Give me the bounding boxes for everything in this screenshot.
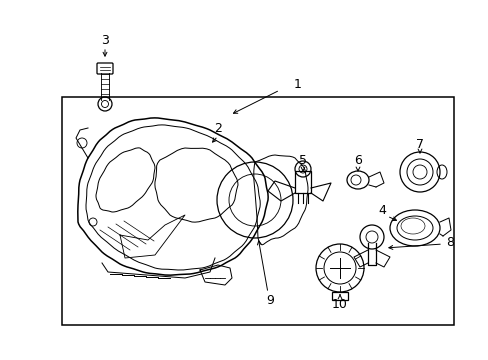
- Text: 7: 7: [415, 139, 423, 152]
- Text: 4: 4: [377, 203, 385, 216]
- Text: 3: 3: [101, 33, 109, 46]
- Bar: [294, 171, 310, 193]
- Text: 10: 10: [331, 298, 347, 311]
- Bar: [62, 97, 453, 325]
- Text: 2: 2: [214, 122, 222, 135]
- Text: 5: 5: [298, 153, 306, 166]
- Text: 1: 1: [293, 78, 301, 91]
- Bar: [331, 292, 347, 300]
- Text: 9: 9: [265, 293, 273, 306]
- Text: 6: 6: [353, 153, 361, 166]
- Text: 8: 8: [445, 235, 453, 248]
